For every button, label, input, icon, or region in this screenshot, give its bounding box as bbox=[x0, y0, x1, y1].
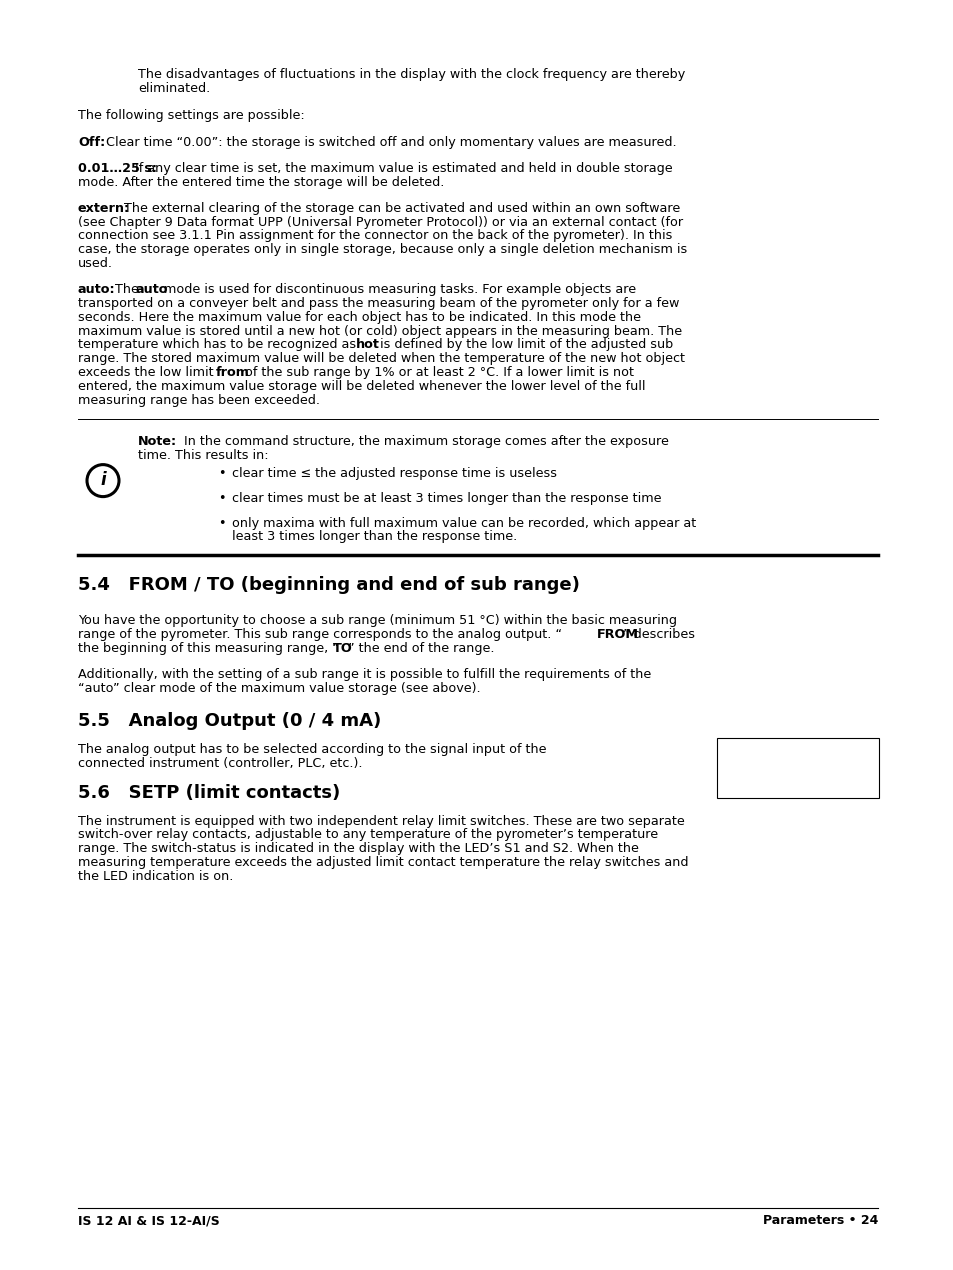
Text: auto:: auto: bbox=[78, 283, 115, 296]
Text: measuring temperature exceeds the adjusted limit contact temperature the relay s: measuring temperature exceeds the adjust… bbox=[78, 856, 688, 869]
Text: IS 12 AI & IS 12-AI/S: IS 12 AI & IS 12-AI/S bbox=[78, 1214, 219, 1227]
Text: The instrument is equipped with two independent relay limit switches. These are : The instrument is equipped with two inde… bbox=[78, 814, 684, 828]
Text: connection see 3.1.1 Pin assignment for the connector on the back of the pyromet: connection see 3.1.1 Pin assignment for … bbox=[78, 230, 672, 243]
Text: maximum value is stored until a new hot (or cold) object appears in the measurin: maximum value is stored until a new hot … bbox=[78, 325, 681, 338]
Text: time. This results in:: time. This results in: bbox=[138, 448, 269, 462]
Text: temperature which has to be recognized as: temperature which has to be recognized a… bbox=[78, 339, 359, 352]
Text: 5.6   SETP (limit contacts): 5.6 SETP (limit contacts) bbox=[78, 784, 340, 803]
Text: used.: used. bbox=[78, 257, 112, 271]
Text: range of the pyrometer. This sub range corresponds to the analog output. “: range of the pyrometer. This sub range c… bbox=[78, 629, 561, 641]
Text: The external clearing of the storage can be activated and used within an own sof: The external clearing of the storage can… bbox=[120, 202, 679, 215]
Text: The analog output has to be selected according to the signal input of the: The analog output has to be selected acc… bbox=[78, 743, 546, 756]
Text: 5.4   FROM / TO (beginning and end of sub range): 5.4 FROM / TO (beginning and end of sub … bbox=[78, 575, 579, 594]
Text: 5.5   Analog Output (0 / 4 mA): 5.5 Analog Output (0 / 4 mA) bbox=[78, 712, 381, 730]
Text: Off:: Off: bbox=[78, 136, 105, 149]
Text: switch-over relay contacts, adjustable to any temperature of the pyrometer’s tem: switch-over relay contacts, adjustable t… bbox=[78, 828, 658, 842]
Text: TO: TO bbox=[333, 643, 353, 655]
Text: connected instrument (controller, PLC, etc.).: connected instrument (controller, PLC, e… bbox=[78, 757, 362, 770]
Text: •: • bbox=[218, 491, 225, 504]
Text: the LED indication is on.: the LED indication is on. bbox=[78, 870, 233, 883]
Text: mode is used for discontinuous measuring tasks. For example objects are: mode is used for discontinuous measuring… bbox=[160, 283, 636, 296]
Text: range. The stored maximum value will be deleted when the temperature of the new : range. The stored maximum value will be … bbox=[78, 352, 684, 366]
Text: ” describes: ” describes bbox=[622, 629, 695, 641]
Text: Settings:: Settings: bbox=[764, 744, 830, 758]
Text: of the sub range by 1% or at least 2 °C. If a lower limit is not: of the sub range by 1% or at least 2 °C.… bbox=[241, 366, 634, 378]
Text: is defined by the low limit of the adjusted sub: is defined by the low limit of the adjus… bbox=[375, 339, 673, 352]
Text: eliminated.: eliminated. bbox=[138, 81, 210, 95]
Text: entered, the maximum value storage will be deleted whenever the lower level of t: entered, the maximum value storage will … bbox=[78, 380, 645, 392]
Text: mode. After the entered time the storage will be deleted.: mode. After the entered time the storage… bbox=[78, 175, 444, 189]
Text: 0.01…25 s:: 0.01…25 s: bbox=[78, 161, 157, 175]
Text: You have the opportunity to choose a sub range (minimum 51 °C) within the basic : You have the opportunity to choose a sub… bbox=[78, 615, 677, 627]
Text: measuring range has been exceeded.: measuring range has been exceeded. bbox=[78, 394, 319, 406]
Text: •: • bbox=[218, 517, 225, 530]
Text: hot: hot bbox=[355, 339, 379, 352]
Text: Note:: Note: bbox=[138, 436, 177, 448]
Text: 0 ... 20 mA: 0 ... 20 mA bbox=[762, 763, 832, 776]
Text: FROM: FROM bbox=[597, 629, 639, 641]
Text: The: The bbox=[111, 283, 143, 296]
Text: Additionally, with the setting of a sub range it is possible to fulfill the requ: Additionally, with the setting of a sub … bbox=[78, 668, 651, 681]
Text: •: • bbox=[218, 467, 225, 480]
Text: i: i bbox=[100, 471, 106, 489]
Text: Parameters • 24: Parameters • 24 bbox=[761, 1214, 877, 1227]
Text: seconds. Here the maximum value for each object has to be indicated. In this mod: seconds. Here the maximum value for each… bbox=[78, 311, 640, 324]
FancyBboxPatch shape bbox=[717, 738, 878, 798]
Text: If any clear time is set, the maximum value is estimated and held in double stor: If any clear time is set, the maximum va… bbox=[131, 161, 672, 175]
Text: least 3 times longer than the response time.: least 3 times longer than the response t… bbox=[232, 531, 517, 544]
Text: auto: auto bbox=[136, 283, 169, 296]
Text: from: from bbox=[215, 366, 250, 378]
Text: “auto” clear mode of the maximum value storage (see above).: “auto” clear mode of the maximum value s… bbox=[78, 682, 480, 695]
Text: transported on a conveyer belt and pass the measuring beam of the pyrometer only: transported on a conveyer belt and pass … bbox=[78, 297, 679, 310]
Text: exceeds the low limit: exceeds the low limit bbox=[78, 366, 217, 378]
Text: clear times must be at least 3 times longer than the response time: clear times must be at least 3 times lon… bbox=[232, 491, 660, 504]
Text: In the command structure, the maximum storage comes after the exposure: In the command structure, the maximum st… bbox=[175, 436, 668, 448]
Text: Clear time “0.00”: the storage is switched off and only momentary values are mea: Clear time “0.00”: the storage is switch… bbox=[102, 136, 676, 149]
Text: the beginning of this measuring range, “: the beginning of this measuring range, “ bbox=[78, 643, 338, 655]
Text: ” the end of the range.: ” the end of the range. bbox=[348, 643, 494, 655]
Text: 4 ... 20 mA: 4 ... 20 mA bbox=[762, 781, 832, 794]
Text: clear time ≤ the adjusted response time is useless: clear time ≤ the adjusted response time … bbox=[232, 467, 557, 480]
Text: extern:: extern: bbox=[78, 202, 130, 215]
Text: only maxima with full maximum value can be recorded, which appear at: only maxima with full maximum value can … bbox=[232, 517, 696, 530]
Text: The disadvantages of fluctuations in the display with the clock frequency are th: The disadvantages of fluctuations in the… bbox=[138, 69, 684, 81]
Text: The following settings are possible:: The following settings are possible: bbox=[78, 109, 304, 122]
Text: (see Chapter 9 Data format UPP (Universal Pyrometer Protocol)) or via an externa: (see Chapter 9 Data format UPP (Universa… bbox=[78, 216, 682, 229]
Text: range. The switch-status is indicated in the display with the LED’s S1 and S2. W: range. The switch-status is indicated in… bbox=[78, 842, 639, 855]
Text: case, the storage operates only in single storage, because only a single deletio: case, the storage operates only in singl… bbox=[78, 244, 686, 257]
